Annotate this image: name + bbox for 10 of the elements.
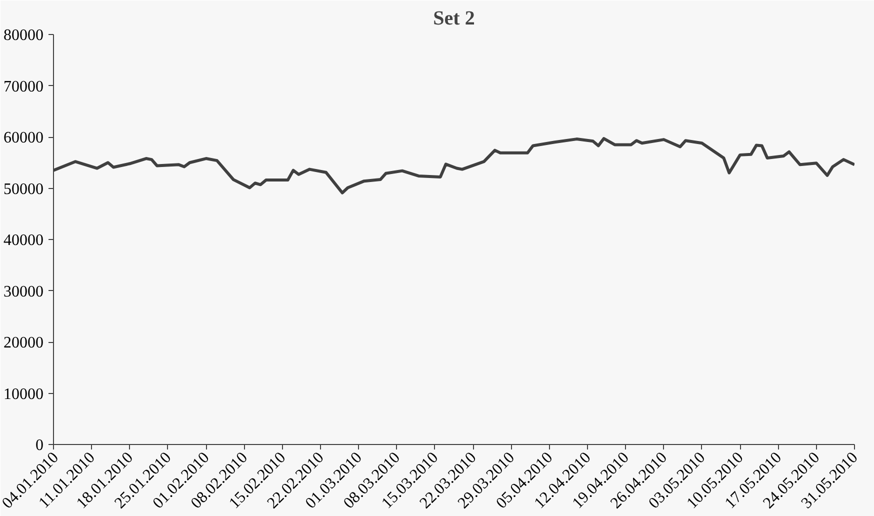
y-tick-label: 20000	[4, 334, 44, 352]
chart-title: Set 2	[433, 8, 475, 30]
y-tick-label: 60000	[4, 130, 44, 146]
y-tick-label: 40000	[4, 232, 44, 249]
y-tick-label: 70000	[4, 78, 44, 96]
y-tick-label: 10000	[4, 386, 44, 403]
y-tick-label: 0	[36, 437, 44, 454]
y-tick-label: 30000	[4, 283, 44, 300]
y-tick-label: 80000	[4, 27, 44, 44]
y-tick-label: 50000	[4, 180, 44, 198]
